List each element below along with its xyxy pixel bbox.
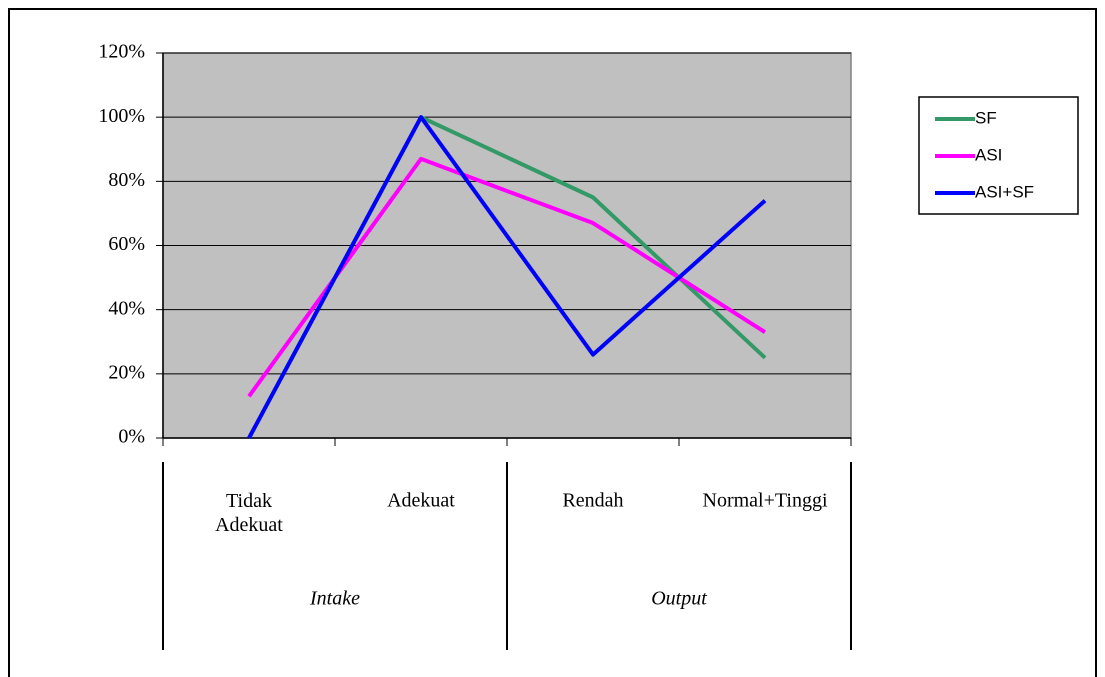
x-tick-label: Rendah: [562, 490, 623, 512]
y-tick-label: 80%: [108, 169, 145, 191]
y-tick-label: 120%: [98, 41, 145, 63]
group-label: Output: [651, 588, 707, 610]
x-tick-label: Tidak Adekuat: [215, 490, 283, 536]
y-tick-label: 60%: [108, 233, 145, 255]
y-tick-label: 0%: [118, 426, 145, 448]
legend-label: ASI: [975, 145, 1002, 164]
y-tick-label: 20%: [108, 361, 145, 383]
x-tick-label-line: Tidak: [226, 490, 272, 512]
x-tick-label: Normal+Tinggi: [703, 490, 828, 512]
y-tick-label: 40%: [108, 297, 145, 319]
legend-label: ASI+SF: [975, 182, 1034, 201]
frame: [8, 8, 1097, 677]
x-tick-label-line: Adekuat: [215, 514, 283, 536]
y-tick-label: 100%: [98, 105, 145, 127]
group-label: Intake: [309, 588, 360, 610]
legend-label: SF: [975, 108, 997, 127]
x-tick-label: Adekuat: [387, 490, 455, 512]
series-line: [247, 115, 767, 439]
